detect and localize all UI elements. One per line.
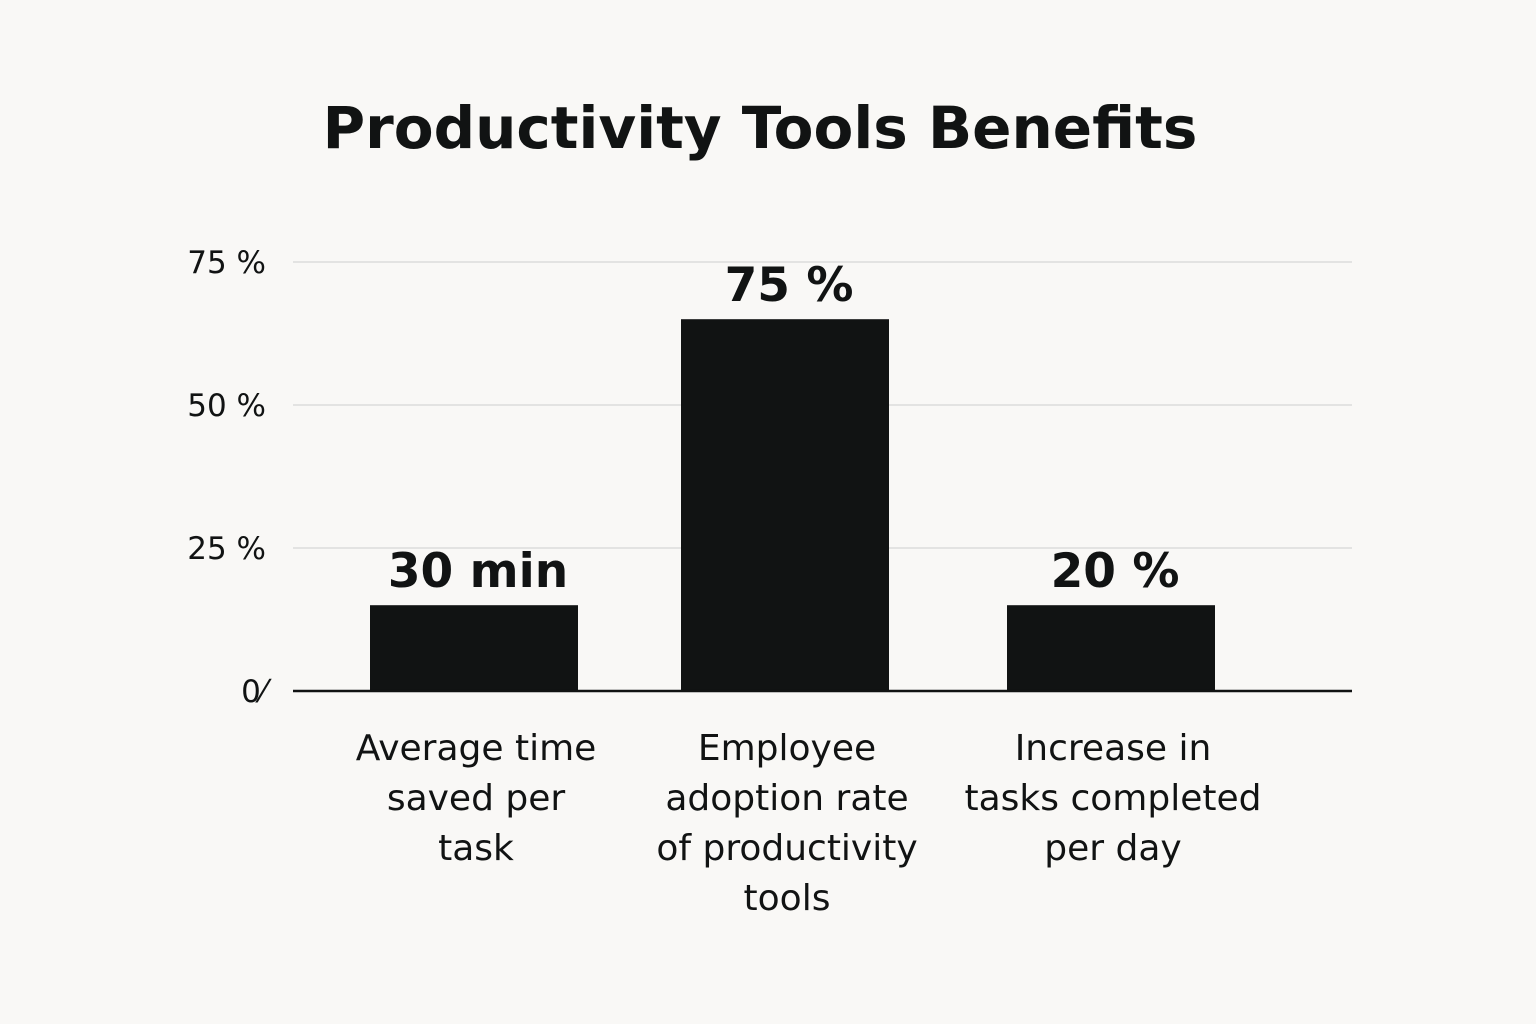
category-label-2: Increase in tasks completed per day [965, 728, 1262, 869]
bar-0 [370, 605, 578, 691]
y-tick-label-50: 50 % [187, 388, 266, 424]
category-label-0-line-0: Average time [356, 728, 597, 769]
category-label-2-line-0: Increase in [1015, 728, 1212, 769]
category-label-1-line-1: adoption rate [665, 778, 908, 819]
category-label-1-line-3: tools [744, 878, 831, 919]
bar-1 [681, 319, 889, 691]
y-tick-label-75: 75 % [187, 245, 266, 281]
y-axis-ticks: 0⁄25 %50 %75 % [187, 245, 272, 710]
category-label-0-line-2: task [438, 828, 514, 869]
y-tick-label-25: 25 % [187, 531, 266, 567]
data-labels: 30 min 75 % 20 % [388, 258, 1180, 599]
category-label-0: Average time saved per task [356, 728, 597, 869]
data-label-1: 75 % [725, 258, 854, 313]
category-labels: Average time saved per task Employee adoptio… [356, 728, 1262, 919]
data-label-0: 30 min [388, 544, 568, 599]
category-label-2-line-1: tasks completed [965, 778, 1262, 819]
category-label-1-line-0: Employee [698, 728, 876, 769]
data-label-2: 20 % [1051, 544, 1180, 599]
bar-2 [1007, 605, 1215, 691]
category-label-0-line-1: saved per [387, 778, 566, 819]
category-label-1-line-2: of productivity [656, 828, 917, 869]
chart-title: Productivity Tools Benefits [323, 94, 1198, 162]
bars [370, 319, 1215, 691]
category-label-2-line-2: per day [1044, 828, 1181, 869]
category-label-1: Employee adoption rate of productivity tool… [656, 728, 917, 919]
